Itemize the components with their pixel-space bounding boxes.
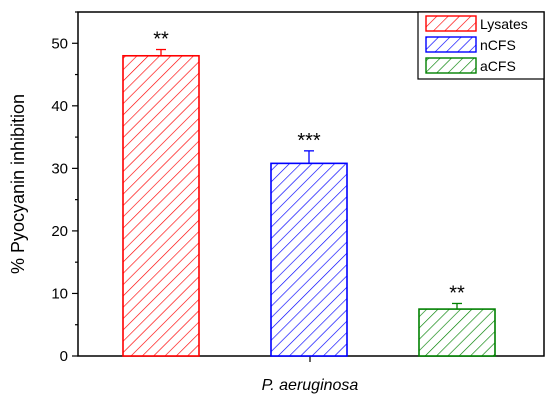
y-tick-label: 30 (51, 160, 68, 177)
y-axis: 0 10 20 30 40 50 (51, 11, 78, 365)
legend-swatch-ncfs (425, 36, 477, 53)
legend-swatch-lysates (425, 15, 477, 32)
bar-acfs (418, 308, 496, 357)
y-tick-label: 0 (60, 348, 68, 365)
legend-label-lysates: Lysates (480, 16, 528, 32)
y-axis-title: % Pyocyanin inhibition (8, 94, 28, 274)
y-tick-label: 40 (51, 98, 68, 115)
legend-label-acfs: aCFS (480, 58, 516, 74)
significance-annotation: *** (297, 130, 321, 152)
legend-swatch-acfs (425, 57, 477, 74)
y-tick-label: 50 (51, 35, 68, 52)
bar-ncfs (270, 162, 348, 357)
bars: ******* (122, 29, 496, 357)
legend-label-ncfs: nCFS (480, 37, 516, 53)
significance-annotation: ** (449, 282, 465, 304)
y-tick-label: 20 (51, 223, 68, 240)
bar-lysates (122, 54, 200, 357)
legend: Lysates nCFS aCFS (417, 11, 545, 80)
significance-annotation: ** (153, 29, 169, 51)
y-tick-label: 10 (51, 285, 68, 302)
x-axis-title: P. aeruginosa (262, 377, 359, 394)
